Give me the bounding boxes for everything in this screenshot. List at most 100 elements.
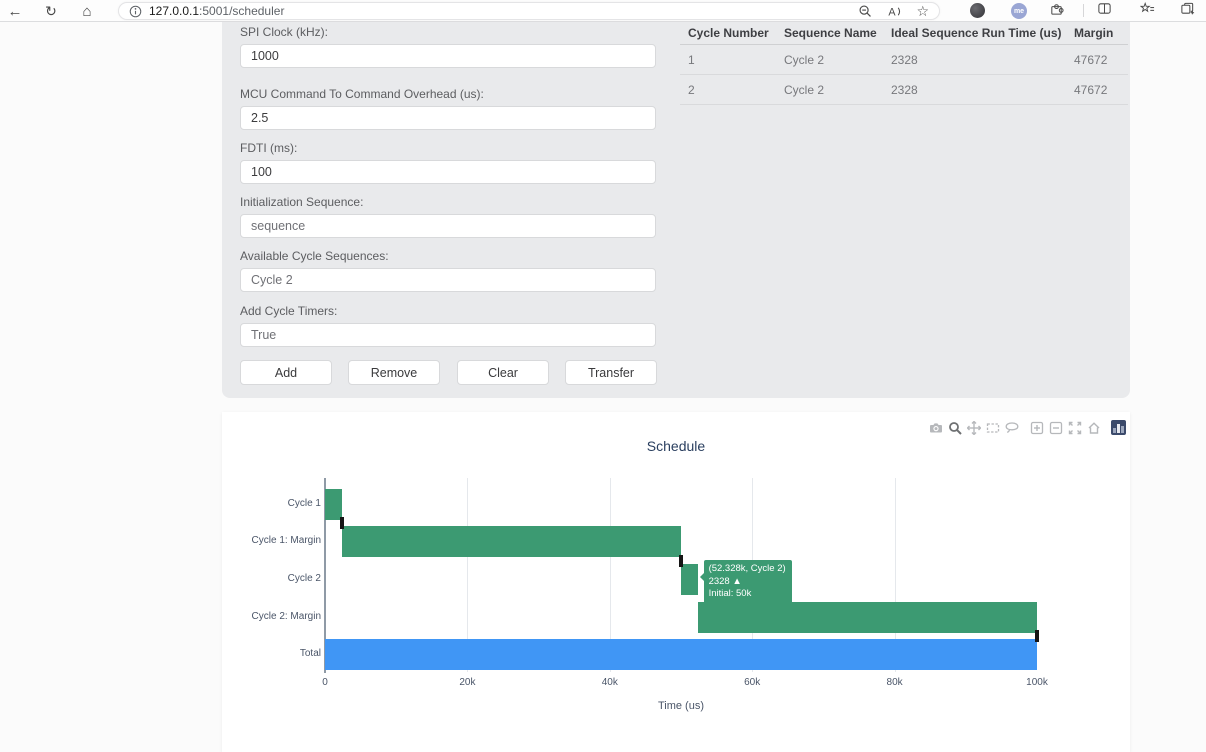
spi-clock-label: SPI Clock (kHz): [240, 25, 329, 39]
workspaces-icon[interactable] [1180, 1, 1195, 16]
plot-area[interactable]: Cycle 1 Cycle 1: Margin Cycle 2 Cycle 2: Ma… [252, 478, 1048, 688]
gantt-bar[interactable] [325, 639, 1037, 671]
extensions-puzzle-icon[interactable] [1049, 1, 1064, 16]
zoom-in-icon[interactable] [1029, 420, 1044, 435]
favorite-star-icon[interactable]: ☆ [916, 3, 929, 19]
y-axis-label: Cycle 2 [287, 572, 321, 584]
url-text: 127.0.0.1:5001/scheduler [149, 4, 284, 18]
cycle-sequences-label: Available Cycle Sequences: [240, 249, 389, 263]
fdti-label: FDTI (ms): [240, 141, 298, 155]
chart-title: Schedule [646, 438, 706, 454]
address-bar[interactable]: 127.0.0.1:5001/scheduler A ☆ [118, 2, 940, 20]
table-cell: 47672 [1074, 82, 1108, 97]
field-fdti: FDTI (ms): [240, 141, 656, 184]
table-row[interactable]: 2 Cycle 2 2328 47672 [680, 75, 1128, 105]
split-screen-icon[interactable] [1097, 1, 1112, 16]
scheduler-config-panel: SPI Clock (kHz): MCU Command To Command … [222, 22, 1130, 398]
profile-avatar[interactable]: me [1011, 3, 1027, 19]
timer-mark [339, 516, 344, 529]
tooltip-line: 2328 ▲ [708, 575, 742, 587]
browser-toolbar: ← ↻ ⌂ 127.0.0.1:5001/scheduler A ☆ me [0, 0, 1206, 22]
gridline [609, 478, 611, 672]
y-axis-label: Total [299, 648, 321, 660]
table-cell: 47672 [1074, 52, 1108, 67]
field-mcu-overhead: MCU Command To Command Overhead (us): [240, 87, 656, 130]
table-cell: Cycle 2 [784, 82, 825, 97]
cycles-table: Cycle Number Sequence Name Ideal Sequenc… [680, 22, 1128, 105]
gridline [894, 478, 896, 672]
download-plot-icon[interactable] [928, 420, 943, 435]
x-tick-label: 0 [322, 677, 328, 688]
transfer-button[interactable]: Transfer [565, 360, 657, 385]
table-cell: 1 [688, 52, 695, 67]
table-header-cell: Cycle Number [688, 26, 769, 40]
tooltip-line: Initial: 50k [708, 588, 752, 600]
url-host: 127.0.0.1 [149, 4, 200, 18]
refresh-icon[interactable]: ↻ [45, 2, 57, 19]
timer-mark [1035, 629, 1039, 642]
table-header-cell: Margin [1074, 26, 1114, 40]
x-tick-label: 60k [744, 677, 761, 688]
tooltip-line: (52.328k, Cycle 2) [708, 563, 786, 575]
gantt-bar[interactable] [681, 563, 698, 595]
zoom-icon[interactable] [947, 420, 962, 435]
init-sequence-input[interactable] [240, 214, 656, 238]
field-init-sequence: Initialization Sequence: [240, 195, 656, 238]
y-axis-label: Cycle 1: Margin [251, 535, 321, 547]
toolbar-divider [1083, 4, 1084, 17]
clear-button[interactable]: Clear [457, 360, 549, 385]
read-aloud-icon[interactable]: A [887, 4, 902, 19]
field-cycle-sequences: Available Cycle Sequences: [240, 249, 656, 292]
field-spi-clock: SPI Clock (kHz): [240, 25, 656, 68]
x-tick-label: 80k [886, 677, 903, 688]
y-axis-line [324, 478, 326, 673]
gantt-bar[interactable] [697, 601, 1037, 633]
home-icon[interactable]: ⌂ [82, 2, 92, 20]
field-add-cycle-timers: Add Cycle Timers: [240, 304, 656, 347]
gantt-bar[interactable] [341, 526, 681, 558]
table-header-cell: Ideal Sequence Run Time (us) [891, 26, 1062, 40]
x-tick-label: 100k [1026, 677, 1048, 688]
gridline [467, 478, 469, 672]
remove-button[interactable]: Remove [348, 360, 440, 385]
table-header-cell: Sequence Name [784, 26, 877, 40]
svg-text:A: A [889, 6, 897, 18]
y-axis-label: Cycle 2: Margin [251, 610, 321, 622]
x-axis-title: Time (us) [657, 700, 705, 712]
add-cycle-timers-label: Add Cycle Timers: [240, 304, 338, 318]
mcu-overhead-input[interactable] [240, 106, 656, 130]
add-cycle-timers-input[interactable] [240, 323, 656, 347]
y-axis-label: Cycle 1 [287, 497, 321, 509]
cycle-sequences-input[interactable] [240, 268, 656, 292]
x-tick-label: 40k [601, 677, 618, 688]
back-icon[interactable]: ← [7, 2, 23, 20]
plotly-modebar [928, 420, 1126, 435]
timer-mark [679, 554, 683, 567]
favorites-icon[interactable] [1140, 1, 1155, 16]
add-button[interactable]: Add [240, 360, 332, 385]
info-icon[interactable] [128, 4, 143, 19]
table-cell: 2 [688, 82, 695, 97]
x-tick-label: 20k [459, 677, 476, 688]
table-cell: Cycle 2 [784, 52, 825, 67]
fdti-input[interactable] [240, 160, 656, 184]
reset-axes-icon[interactable] [1086, 420, 1101, 435]
gantt-bar[interactable] [325, 488, 342, 520]
pan-icon[interactable] [966, 420, 981, 435]
profile-avatar-label: me [1013, 7, 1025, 15]
table-cell: 2328 [891, 52, 918, 67]
extension-icon[interactable] [970, 3, 985, 18]
zoom-out-icon[interactable] [1048, 420, 1063, 435]
lasso-select-icon[interactable] [1004, 420, 1019, 435]
url-path: :5001/scheduler [199, 4, 285, 18]
box-select-icon[interactable] [985, 420, 1000, 435]
hover-tooltip: (52.328k, Cycle 2) 2328 ▲ Initial: 50k [698, 560, 792, 604]
mcu-overhead-label: MCU Command To Command Overhead (us): [240, 87, 484, 101]
schedule-chart-panel: Schedule Cycle 1 Cycle 1: Margin Cycle 2 Cy… [222, 412, 1130, 752]
autoscale-icon[interactable] [1067, 420, 1082, 435]
table-row[interactable]: 1 Cycle 2 2328 47672 [680, 45, 1128, 75]
zoom-icon[interactable] [858, 4, 873, 19]
table-header-row: Cycle Number Sequence Name Ideal Sequenc… [680, 22, 1128, 45]
plotly-logo[interactable] [1111, 420, 1126, 435]
spi-clock-input[interactable] [240, 44, 656, 68]
